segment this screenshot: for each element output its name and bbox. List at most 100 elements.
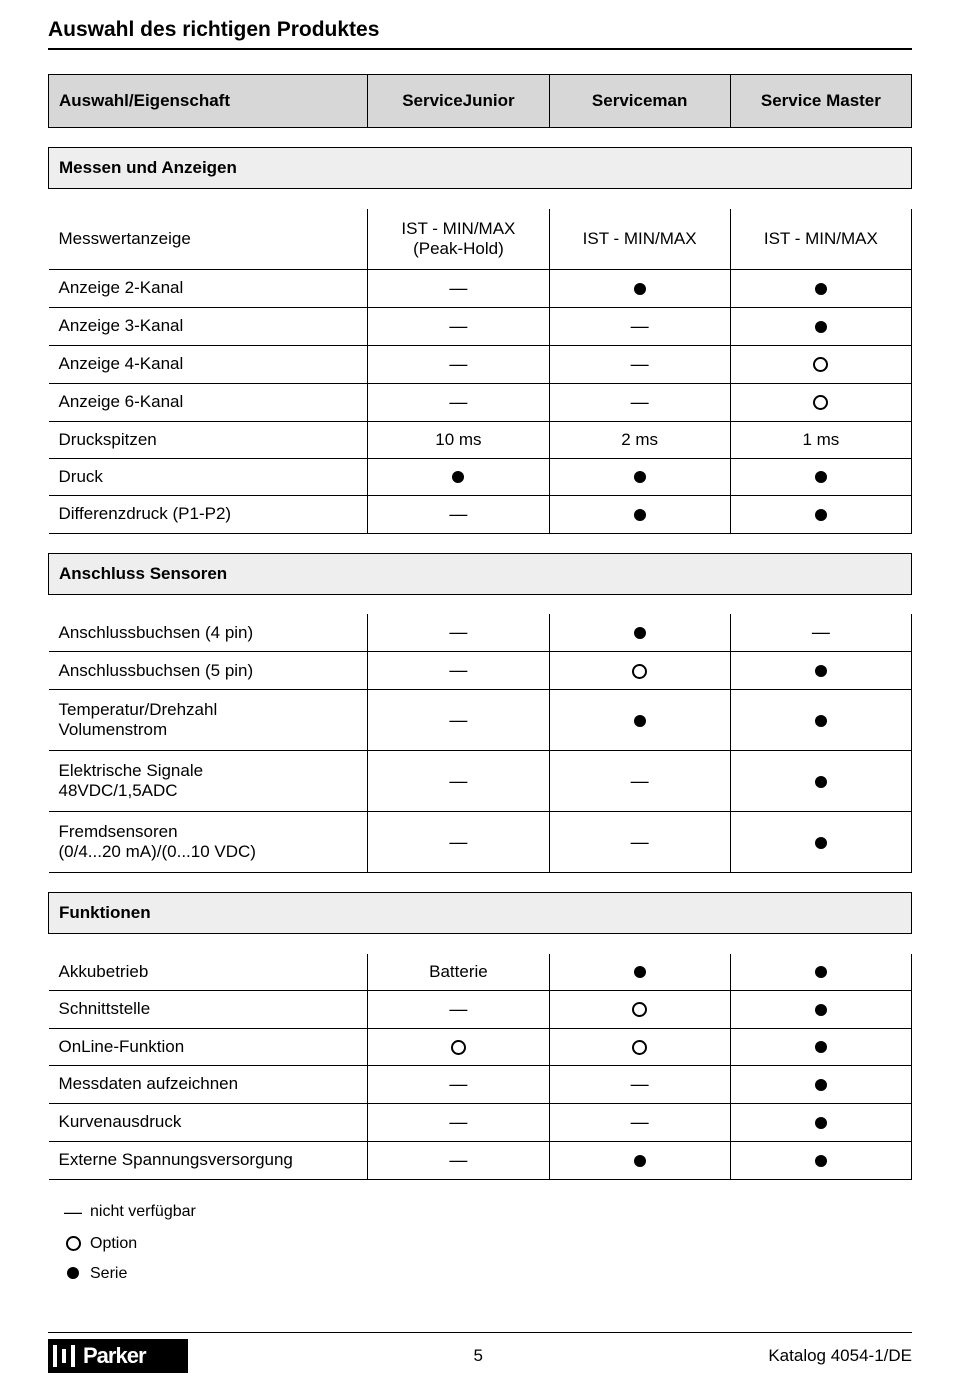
- table-row: Kurvenausdruck——: [49, 1103, 912, 1141]
- table-row: Anzeige 6-Kanal — —: [49, 383, 912, 421]
- dot-icon: [815, 471, 827, 483]
- row-value: [730, 495, 911, 533]
- cell-text: IST - MIN/MAX(Peak-Hold): [401, 219, 515, 258]
- table-row: Druckspitzen10 ms2 ms1 ms: [49, 421, 912, 458]
- row-value: —: [549, 1065, 730, 1103]
- dash-icon: —: [449, 622, 467, 642]
- row-value: [730, 383, 911, 421]
- row-value: IST - MIN/MAX(Peak-Hold): [368, 209, 549, 270]
- table-header-row: Auswahl/Eigenschaft ServiceJunior Servic…: [49, 75, 912, 128]
- legend-row: Serie: [56, 1265, 912, 1283]
- legend-text: Option: [90, 1235, 137, 1253]
- dot-icon: [815, 1041, 827, 1053]
- row-value: [549, 954, 730, 991]
- cell-text: IST - MIN/MAX: [583, 229, 697, 248]
- row-label: Anschlussbuchsen (4 pin): [49, 614, 368, 652]
- dot-icon: [815, 715, 827, 727]
- ring-icon: [451, 1040, 466, 1055]
- row-value: [549, 652, 730, 690]
- table-row: Anzeige 2-Kanal—: [49, 269, 912, 307]
- dash-icon: —: [449, 660, 467, 680]
- dash-icon: —: [449, 710, 467, 730]
- row-value: —: [368, 1141, 549, 1179]
- logo-text: Parker: [83, 1343, 146, 1369]
- dash-icon: —: [631, 392, 649, 412]
- row-value: [549, 458, 730, 495]
- row-value: —: [549, 345, 730, 383]
- row-value: 2 ms: [549, 421, 730, 458]
- ring-icon: [66, 1236, 81, 1251]
- row-value: —: [730, 614, 911, 652]
- row-value: [549, 269, 730, 307]
- ring-icon: [632, 1002, 647, 1017]
- row-value: [730, 690, 911, 751]
- row-value: [549, 990, 730, 1028]
- dash-icon: —: [631, 1112, 649, 1132]
- ring-icon: [632, 1040, 647, 1055]
- row-value: —: [368, 652, 549, 690]
- dot-icon: [634, 715, 646, 727]
- header-col-2: Serviceman: [549, 75, 730, 128]
- table-row: Druck: [49, 458, 912, 495]
- row-value: —: [368, 812, 549, 873]
- parker-logo: Parker: [48, 1339, 188, 1373]
- dot-icon: [634, 283, 646, 295]
- row-value: [730, 269, 911, 307]
- row-label: Druck: [49, 458, 368, 495]
- row-value: [549, 614, 730, 652]
- row-label: Akkubetrieb: [49, 954, 368, 991]
- ring-icon: [813, 395, 828, 410]
- dot-icon: [634, 627, 646, 639]
- row-value: 10 ms: [368, 421, 549, 458]
- row-value: —: [368, 307, 549, 345]
- table-row: Elektrische Signale48VDC/1,5ADC——: [49, 751, 912, 812]
- dash-icon: —: [449, 1112, 467, 1132]
- ring-icon: [632, 664, 647, 679]
- row-value: —: [368, 990, 549, 1028]
- cell-text: 10 ms: [435, 430, 481, 449]
- row-value: —: [368, 690, 549, 751]
- row-label: Anzeige 4-Kanal: [49, 345, 368, 383]
- catalog-ref: Katalog 4054-1/DE: [768, 1346, 912, 1366]
- dash-icon: —: [449, 832, 467, 852]
- row-value: —: [549, 751, 730, 812]
- dash-icon: —: [449, 354, 467, 374]
- dot-icon: [815, 1004, 827, 1016]
- row-value: —: [368, 269, 549, 307]
- row-value: [730, 1065, 911, 1103]
- dot-icon: [815, 665, 827, 677]
- section-title: Anschluss Sensoren: [49, 553, 912, 594]
- row-value: 1 ms: [730, 421, 911, 458]
- row-value: IST - MIN/MAX: [549, 209, 730, 270]
- row-label: Temperatur/DrehzahlVolumenstrom: [49, 690, 368, 751]
- row-label: Anzeige 6-Kanal: [49, 383, 368, 421]
- table-row: Messdaten aufzeichnen — —: [49, 1065, 912, 1103]
- legend-row: Option: [56, 1235, 912, 1253]
- row-value: [730, 812, 911, 873]
- row-label: Elektrische Signale48VDC/1,5ADC: [49, 751, 368, 812]
- row-label: Messdaten aufzeichnen: [49, 1065, 368, 1103]
- dot-icon: [815, 509, 827, 521]
- dot-icon: [815, 837, 827, 849]
- dot-icon: [815, 966, 827, 978]
- row-value: [730, 990, 911, 1028]
- dot-icon: [634, 1155, 646, 1167]
- dot-icon: [815, 321, 827, 333]
- cell-text: IST - MIN/MAX: [764, 229, 878, 248]
- table-row: Anzeige 4-Kanal — —: [49, 345, 912, 383]
- table-row: Externe Spannungsversorgung—: [49, 1141, 912, 1179]
- dash-icon: —: [449, 1074, 467, 1094]
- row-value: [368, 458, 549, 495]
- row-value: [730, 307, 911, 345]
- table-row: Temperatur/DrehzahlVolumenstrom —: [49, 690, 912, 751]
- title-rule: [48, 48, 912, 50]
- dash-icon: —: [631, 1074, 649, 1094]
- row-value: [549, 495, 730, 533]
- page-title: Auswahl des richtigen Produktes: [48, 18, 912, 42]
- header-label: Auswahl/Eigenschaft: [49, 75, 368, 128]
- dash-icon: —: [64, 1202, 82, 1222]
- section-title: Funktionen: [49, 893, 912, 934]
- table-row: Anschlussbuchsen (4 pin) — —: [49, 614, 912, 652]
- row-label: Anschlussbuchsen (5 pin): [49, 652, 368, 690]
- dash-icon: —: [449, 392, 467, 412]
